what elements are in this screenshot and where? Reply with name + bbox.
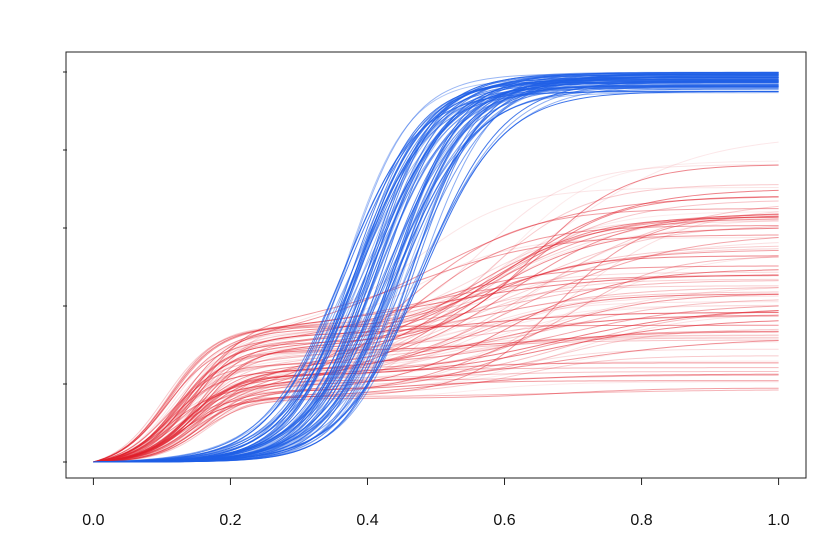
blue-series-line	[93, 71, 779, 463]
red-series-line	[93, 380, 779, 463]
red-series-line	[93, 336, 779, 463]
blue-series-line	[93, 75, 779, 463]
red-series-line	[93, 205, 779, 463]
red-series-line	[93, 374, 779, 463]
red-series-line	[93, 337, 779, 463]
red-series-line	[93, 320, 779, 463]
red-series-line	[93, 214, 779, 463]
red-series-line	[93, 340, 779, 463]
red-series-line	[93, 360, 779, 463]
red-series-line	[93, 256, 779, 463]
red-series-line	[93, 141, 779, 463]
red-series-line	[93, 280, 779, 463]
red-series-line	[93, 348, 779, 463]
red-series-line	[93, 248, 779, 463]
red-series-line	[93, 355, 779, 463]
red-series-line	[93, 299, 779, 463]
red-series-line	[93, 287, 779, 463]
red-series-line	[93, 373, 779, 463]
red-series-line	[93, 160, 779, 463]
red-series-line	[93, 389, 779, 463]
red-series-line	[93, 293, 779, 463]
red-series-line	[93, 314, 779, 463]
red-series-line	[93, 265, 779, 463]
red-series-line	[93, 274, 779, 463]
blue-series-line	[93, 80, 779, 463]
red-series-line	[93, 334, 779, 463]
red-series-line	[93, 341, 779, 463]
blue-series-line	[93, 85, 779, 463]
red-series-line	[93, 362, 779, 463]
red-series-line	[93, 314, 779, 463]
red-series-line	[93, 305, 779, 463]
red-series-line	[93, 242, 779, 463]
red-series-line	[93, 295, 779, 463]
red-series-line	[93, 315, 779, 463]
red-series-line	[93, 220, 779, 463]
series-layer	[93, 71, 779, 463]
red-series-line	[93, 226, 779, 463]
red-series-line	[93, 189, 779, 463]
red-series-line	[93, 381, 779, 463]
red-series-line	[93, 287, 779, 463]
red-series-line	[93, 305, 779, 463]
red-series-line	[93, 312, 779, 463]
x-tick-label: 0.0	[82, 512, 104, 529]
blue-series-line	[93, 74, 779, 463]
red-series-line	[93, 370, 779, 463]
x-tick-label: 0.6	[493, 512, 515, 529]
blue-series-line	[93, 82, 779, 463]
blue-series-line	[93, 85, 779, 463]
red-series-line	[93, 249, 779, 463]
red-series-line	[93, 213, 779, 463]
red-series-line	[93, 367, 779, 463]
red-series-line	[93, 334, 779, 463]
axis-layer: 0.0 0.2 0.4 0.6 0.8 1.0	[63, 71, 790, 529]
red-series-line	[93, 164, 779, 463]
red-series-line	[93, 310, 779, 463]
red-series-line	[93, 227, 779, 463]
red-series-line	[93, 218, 779, 463]
red-series-line	[93, 274, 779, 463]
red-series-line	[93, 245, 779, 463]
red-series-line	[93, 301, 779, 463]
x-tick-label: 0.4	[356, 512, 378, 529]
red-series-line	[93, 309, 779, 463]
blue-series-line	[93, 73, 779, 463]
red-series-line	[93, 278, 779, 463]
red-series-line	[93, 271, 779, 463]
red-series-line	[93, 285, 779, 463]
red-series-line	[93, 387, 779, 463]
red-series-line	[93, 219, 779, 463]
red-series-line	[93, 328, 779, 463]
red-series-line	[93, 293, 779, 463]
red-series-line	[93, 208, 779, 463]
red-series-line	[93, 164, 779, 463]
red-series-line	[93, 255, 779, 463]
red-series-line	[93, 255, 779, 463]
red-series-line	[93, 304, 779, 463]
x-tick-label: 0.8	[630, 512, 652, 529]
red-series-line	[93, 331, 779, 463]
red-series-line	[93, 269, 779, 463]
red-series-line	[93, 196, 779, 463]
red-series-line	[93, 237, 779, 463]
red-series-line	[93, 237, 779, 463]
x-tick-label: 0.2	[219, 512, 241, 529]
red-series-line	[93, 339, 779, 463]
red-series-line	[93, 311, 779, 463]
red-series-line	[93, 219, 779, 463]
red-series-line	[93, 234, 779, 463]
red-series-line	[93, 216, 779, 463]
red-series-line	[93, 211, 779, 463]
red-series-line	[93, 330, 779, 463]
red-series-line	[93, 211, 779, 463]
x-tick-label: 1.0	[767, 512, 789, 529]
